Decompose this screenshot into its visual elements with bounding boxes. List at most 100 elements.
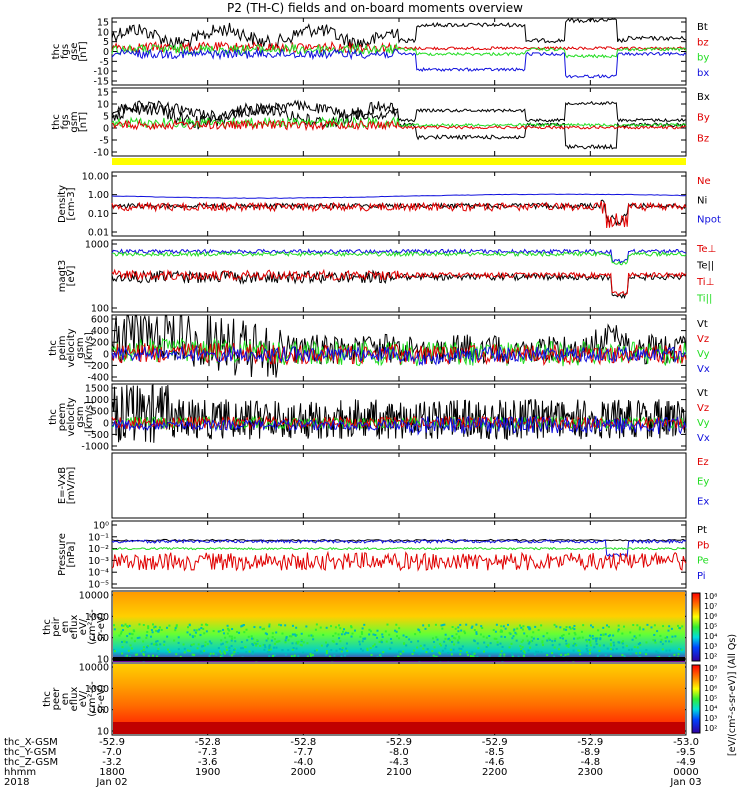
ion-spectrogram-cell xyxy=(334,626,337,629)
xaxis-value-3-5: 2300 xyxy=(578,767,603,778)
ion-spectrogram-cell xyxy=(326,645,329,648)
ion-spectrogram-cell xyxy=(343,633,346,636)
xaxis-value-2-4: -4.6 xyxy=(485,757,505,768)
legend-density-0: Ne xyxy=(697,176,711,187)
ion-spectrogram-cell xyxy=(508,646,511,649)
ion-spectrogram-cell xyxy=(275,631,278,634)
ion-spectrogram-cell xyxy=(655,650,658,653)
colorbar-1-tick-2: 10⁶ xyxy=(704,684,717,693)
ion-spectrogram-cell xyxy=(221,642,224,645)
ion-spectrogram-cell xyxy=(251,650,254,653)
ion-spectrogram-cell xyxy=(449,639,452,642)
ion-spectrogram-cell xyxy=(334,632,337,635)
ion-spectrogram-cell xyxy=(252,644,255,647)
ion-spectrogram-cell xyxy=(129,655,132,658)
ion-spectrogram-cell xyxy=(256,642,259,645)
ion-spectrogram-cell xyxy=(405,635,408,638)
ion-spectrogram-cell xyxy=(130,652,133,655)
legend-fgs_gsm-0: Bx xyxy=(697,92,710,103)
ion-spectrogram-cell xyxy=(608,634,611,637)
ion-spectrogram-cell xyxy=(521,628,524,631)
ion-spectrogram-cell xyxy=(350,635,353,638)
ion-spectrogram-cell xyxy=(293,654,296,657)
colorbar-1-tick-1: 10⁷ xyxy=(704,674,717,683)
ion-spectrogram-cell xyxy=(639,651,642,654)
ylabel-density-0: Density xyxy=(57,185,68,223)
ion-spectrogram-cell xyxy=(287,639,290,642)
ion-spectrogram-cell xyxy=(197,643,200,646)
ion-spectrogram-cell xyxy=(612,634,615,637)
ion-spectrogram-cell xyxy=(465,651,468,654)
ion-spectrogram-cell xyxy=(118,634,121,637)
ion-spectrogram-cell xyxy=(598,649,601,652)
ion-spectrogram-cell xyxy=(344,631,347,634)
xaxis-value-2-5: -4.8 xyxy=(581,757,601,768)
ion-spectrogram-cell xyxy=(617,641,620,644)
ion-spectrogram-cell xyxy=(302,641,305,644)
ion-spectrogram-cell xyxy=(376,629,379,632)
ion-spectrogram-cell xyxy=(269,648,272,651)
ytick-label-temperature-1: 100 xyxy=(91,304,109,315)
ion-spectrogram-cell xyxy=(155,640,158,643)
line-pt xyxy=(111,538,687,542)
ion-spectrogram-cell xyxy=(333,654,336,657)
ion-spectrogram-cell xyxy=(573,631,576,634)
ion-spectrogram-cell xyxy=(476,642,479,645)
ion-spectrogram-cell xyxy=(190,643,193,646)
ion-spectrogram-cell xyxy=(338,637,341,640)
ion-spectrogram-cell xyxy=(202,627,205,630)
ion-spectrogram-cell xyxy=(385,640,388,643)
ion-spectrogram-cell xyxy=(361,632,364,635)
ytick-label-ion_velocity-1: 400 xyxy=(91,326,109,337)
ion-spectrogram-cell xyxy=(305,625,308,628)
xaxis-value-1-4: -8.5 xyxy=(485,747,505,758)
ion-spectrogram-cell xyxy=(590,624,593,627)
ion-spectrogram-cell xyxy=(553,623,556,626)
ion-spectrogram-cell xyxy=(602,634,605,637)
ion-spectrogram-cell xyxy=(676,624,679,627)
ion-spectrogram-cell xyxy=(452,636,455,639)
ion-spectrogram-cell xyxy=(252,637,255,640)
ion-spectrogram-cell xyxy=(288,635,291,638)
ion-spectrogram-cell xyxy=(340,655,343,658)
ylabel-fgs_gse-3: [nT] xyxy=(78,41,89,61)
legend-efield-2: Ex xyxy=(697,496,709,507)
ion-spectrogram-cell xyxy=(314,628,317,631)
ion-spectrogram-cell xyxy=(230,637,233,640)
xaxis-value-1-0: -7.0 xyxy=(102,747,122,758)
line-bx xyxy=(111,47,687,79)
colorbar-1-tick-3: 10⁵ xyxy=(704,694,717,703)
xaxis-value-2-6: -4.9 xyxy=(676,757,696,768)
ion-spectrogram-cell xyxy=(457,630,460,633)
ion-spectrogram-cell xyxy=(359,635,362,638)
ytick-label-ion_spectrogram-0: 10000 xyxy=(79,591,109,602)
ion-spectrogram-cell xyxy=(291,624,294,627)
ion-spectrogram-cell xyxy=(130,637,133,640)
ion-spectrogram-cell xyxy=(191,653,194,656)
ion-spectrogram-cell xyxy=(156,655,159,658)
xaxis-value-0-4: -52.9 xyxy=(482,737,508,748)
ion-spectrogram-cell xyxy=(379,655,382,658)
ion-spectrogram-cell xyxy=(546,654,549,657)
ion-spectrogram-cell xyxy=(138,623,141,626)
ion-spectrogram-cell xyxy=(621,632,624,635)
ion-spectrogram-cell xyxy=(256,639,259,642)
ion-spectrogram-cell xyxy=(451,635,454,638)
ion-spectrogram-cell xyxy=(520,626,523,629)
ion-spectrogram-cell xyxy=(573,624,576,627)
ion-spectrogram-cell xyxy=(220,639,223,642)
ion-spectrogram-cell xyxy=(192,643,195,646)
ion-spectrogram-cell xyxy=(168,650,171,653)
ion-spectrogram-cell xyxy=(196,647,199,650)
ion-spectrogram-cell xyxy=(233,651,236,654)
ion-spectrogram-cell xyxy=(234,640,237,643)
ion-spectrogram-cell xyxy=(338,624,341,627)
ion-spectrogram-cell xyxy=(204,644,207,647)
ylabel-ion_velocity-3: gsm xyxy=(75,337,86,358)
ion-spectrogram-cell xyxy=(268,644,271,647)
ion-spectrogram-cell xyxy=(130,647,133,650)
ion-spectrogram-cell xyxy=(390,641,393,644)
ion-spectrogram-cell xyxy=(598,652,601,655)
ion-spectrogram-cell xyxy=(625,644,628,647)
ion-spectrogram-cell xyxy=(546,639,549,642)
